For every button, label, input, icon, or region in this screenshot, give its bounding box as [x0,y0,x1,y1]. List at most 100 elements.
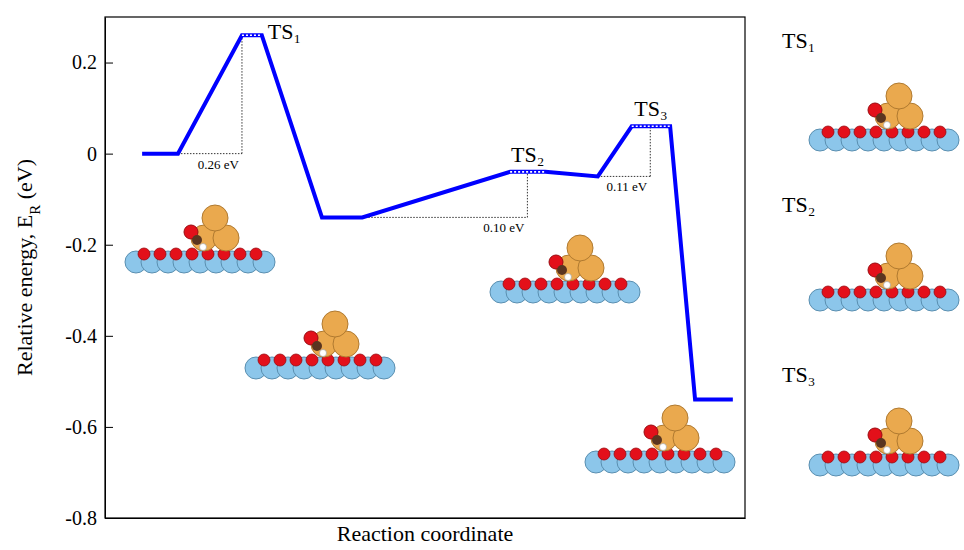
atom [290,354,302,366]
atom [312,341,322,351]
atom [934,286,946,298]
atom [822,126,834,138]
tick: -0.6 [65,416,113,438]
atom [934,126,946,138]
structure-model [585,405,735,473]
atom [615,278,627,290]
atom [234,248,246,260]
tick-label: -0.4 [65,325,97,347]
energy-profile [142,35,733,399]
atom [884,282,891,289]
atom [170,248,182,260]
atom [598,448,610,460]
atom [854,126,866,138]
axis-line [105,18,106,519]
atom [370,354,382,366]
barrier-label: 0.11 eV [607,179,648,194]
structure-model [809,408,959,476]
ts-plateau [242,34,262,36]
tick-label: -0.6 [65,416,97,438]
atom [918,126,930,138]
atom [652,435,662,445]
structure-model [809,243,959,311]
tick: -0.2 [65,234,113,256]
atom [565,274,572,281]
atom [886,83,912,109]
atom [551,278,563,290]
atom [886,243,912,269]
atom [884,122,891,129]
barrier-label: 0.10 eV [483,220,525,235]
barrier-guides: 0.26 eV 0.10 eV 0.11 eV [178,35,650,235]
atom [662,405,688,431]
ts-label: TS₃ [634,96,667,121]
atom [138,248,150,260]
barrier-height [650,126,651,176]
atom [614,448,626,460]
atom [838,451,850,463]
atom [646,448,658,460]
structure-model [245,311,395,379]
tick-label: 0 [87,143,97,165]
atom [870,126,882,138]
barrier-base [362,217,527,218]
x-axis [106,518,746,519]
y-axis-title-part: (eV) [12,159,37,205]
atom [192,235,202,245]
atom [306,354,318,366]
axis-line [106,518,746,519]
tick-mark [105,63,113,64]
tick: -0.8 [65,507,113,529]
atom [535,278,547,290]
y-axis: 0.20-0.2-0.4-0.6-0.8 [65,18,113,529]
barrier-label: 0.26 eV [198,157,240,172]
tick-mark [105,336,113,337]
atom [154,248,166,260]
barrier-height [241,35,242,153]
atom [884,447,891,454]
tick-label: -0.8 [65,507,97,529]
y-axis-title-part: Relative energy, E [12,215,37,376]
atom [822,451,834,463]
atom [320,350,327,357]
tick: 0 [87,143,113,165]
atom [694,448,706,460]
barrier-height [527,172,528,218]
atom [886,408,912,434]
atom [934,451,946,463]
atom [876,273,886,283]
atom [822,286,834,298]
atom [274,354,286,366]
atom [519,278,531,290]
structure-model [490,235,640,303]
atom [599,278,611,290]
atom [200,244,207,251]
atom [354,354,366,366]
atom [854,286,866,298]
ts-plateau [632,126,670,128]
atom [322,311,348,337]
atom [838,126,850,138]
y-axis-title-part: R [27,205,43,215]
atom [503,278,515,290]
atom [186,248,198,260]
x-axis-title: Reaction coordinate [337,521,514,546]
atom [876,438,886,448]
atom [258,354,270,366]
plot-frame [105,17,745,518]
atom [876,113,886,123]
tick-mark [105,245,113,246]
tick-mark [105,154,113,155]
atom [567,235,593,261]
structure-label: TS₂ [782,192,815,217]
structure-model [809,83,959,151]
tick: -0.4 [65,325,113,347]
atom [630,448,642,460]
y-axis-title: Relative energy, ER (eV) [12,159,43,376]
atom [870,286,882,298]
ts-label: TS₁ [268,19,301,44]
barrier-base [598,176,650,177]
structure-model [125,205,275,273]
atom [870,451,882,463]
ts-plateau [510,171,545,173]
